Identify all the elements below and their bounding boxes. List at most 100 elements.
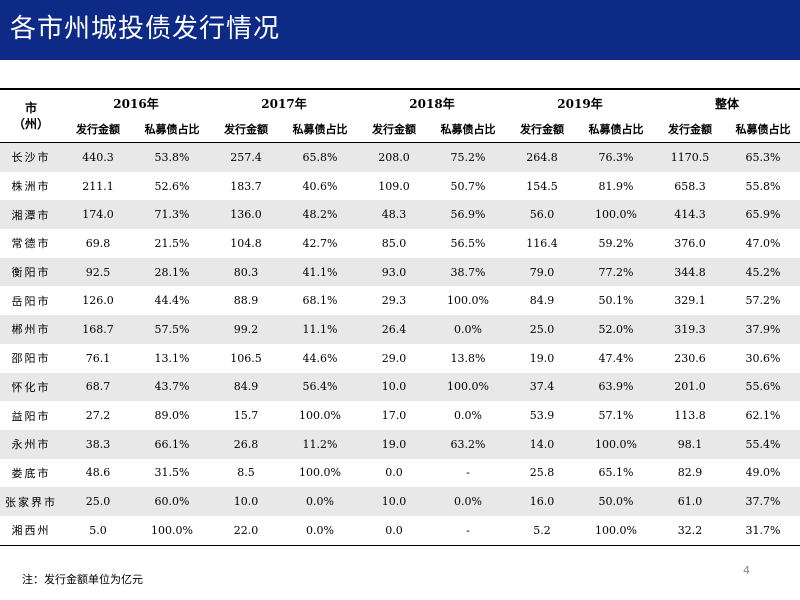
page-number: 4 [743,564,750,577]
year-header: 2017年 [210,88,358,116]
amount-cell: 22.0 [210,515,282,546]
private-ratio-cell: 52.6% [134,171,210,201]
title-bar: 各市州城投债发行情况 [0,0,800,60]
private-ratio-cell: 57.5% [134,315,210,344]
amount-cell: 109.0 [358,171,430,201]
amount-cell: 5.2 [506,515,578,546]
year-header: 2019年 [506,88,654,116]
private-ratio-header: 私募债占比 [134,116,210,143]
private-ratio-cell: 42.7% [282,229,358,258]
amount-cell: 174.0 [62,200,134,230]
amount-cell: 113.8 [654,401,726,430]
private-ratio-cell: 11.2% [282,429,358,459]
city-cell: 益阳市 [0,401,62,430]
amount-cell: 208.0 [358,142,430,172]
private-ratio-cell: 43.7% [134,372,210,402]
amount-cell: 10.0 [358,487,430,516]
city-cell: 娄底市 [0,458,62,488]
table-row: 常德市 69.8 21.5% 104.8 42.7% 85.0 56.5% 116.4 59.2… [0,229,800,258]
private-ratio-cell: 47.0% [726,229,800,258]
private-ratio-header: 私募债占比 [282,116,358,143]
private-ratio-cell: 0.0% [430,401,506,430]
amount-header: 发行金额 [62,116,134,143]
private-ratio-cell: 44.6% [282,343,358,373]
amount-cell: 8.5 [210,458,282,488]
private-ratio-cell: 21.5% [134,229,210,258]
private-ratio-cell: 56.4% [282,372,358,402]
private-ratio-cell: 77.2% [578,257,654,287]
private-ratio-cell: 100.0% [430,372,506,402]
private-ratio-cell: 100.0% [282,458,358,488]
amount-header: 发行金额 [210,116,282,143]
amount-cell: 106.5 [210,343,282,373]
amount-cell: 92.5 [62,257,134,287]
private-ratio-cell: 62.1% [726,401,800,430]
table-row: 郴州市 168.7 57.5% 99.2 11.1% 26.4 0.0% 25.0 52.0% 3… [0,315,800,344]
private-ratio-cell: 50.7% [430,171,506,201]
city-cell: 长沙市 [0,142,62,172]
amount-cell: 319.3 [654,315,726,344]
amount-cell: 126.0 [62,286,134,316]
private-ratio-cell: 60.0% [134,487,210,516]
private-ratio-cell: 55.8% [726,171,800,201]
private-ratio-cell: 65.1% [578,458,654,488]
amount-cell: 53.9 [506,401,578,430]
private-ratio-cell: 49.0% [726,458,800,488]
private-ratio-cell: 76.3% [578,142,654,172]
table-row: 长沙市 440.3 53.8% 257.4 65.8% 208.0 75.2% 264.8 76… [0,142,800,172]
year-header-row: 市 （州） 2016年 2017年 2018年 2019年 整体 [0,88,800,143]
year-header: 2018年 [358,88,506,116]
table-row: 怀化市 68.7 43.7% 84.9 56.4% 10.0 100.0% 37.4 63.9%… [0,372,800,402]
amount-cell: 25.0 [506,315,578,344]
table-row: 永州市 38.3 66.1% 26.8 11.2% 19.0 63.2% 14.0 100.0%… [0,429,800,459]
city-cell: 湘西州 [0,515,62,546]
amount-header: 发行金额 [358,116,430,143]
amount-cell: 48.6 [62,458,134,488]
table-row: 张家界市 25.0 60.0% 10.0 0.0% 10.0 0.0% 16.0 50.0% 61… [0,487,800,516]
private-ratio-cell: 31.7% [726,515,800,546]
amount-cell: 257.4 [210,142,282,172]
amount-cell: 69.8 [62,229,134,258]
private-ratio-cell: 28.1% [134,257,210,287]
amount-cell: 19.0 [358,429,430,459]
private-ratio-cell: 65.9% [726,200,800,230]
private-ratio-cell: 65.8% [282,142,358,172]
amount-cell: 116.4 [506,229,578,258]
private-ratio-cell: 59.2% [578,229,654,258]
city-cell: 湘潭市 [0,200,62,230]
private-ratio-cell: 48.2% [282,200,358,230]
amount-cell: 84.9 [210,372,282,402]
private-ratio-cell: 55.6% [726,372,800,402]
private-ratio-cell: 63.2% [430,429,506,459]
amount-cell: 38.3 [62,429,134,459]
amount-cell: 26.8 [210,429,282,459]
private-ratio-cell: 0.0% [430,315,506,344]
private-ratio-cell: 81.9% [578,171,654,201]
private-ratio-cell: 100.0% [282,401,358,430]
amount-cell: 104.8 [210,229,282,258]
private-ratio-cell: 0.0% [430,487,506,516]
amount-cell: 201.0 [654,372,726,402]
table-row: 益阳市 27.2 89.0% 15.7 100.0% 17.0 0.0% 53.9 57.1% 1… [0,401,800,430]
private-ratio-cell: 56.5% [430,229,506,258]
private-ratio-cell: 47.4% [578,343,654,373]
amount-cell: 5.0 [62,515,134,546]
amount-cell: 99.2 [210,315,282,344]
table-row: 株洲市 211.1 52.6% 183.7 40.6% 109.0 50.7% 154.5 81… [0,171,800,201]
table-row: 岳阳市 126.0 44.4% 88.9 68.1% 29.3 100.0% 84.9 50.1… [0,286,800,316]
amount-cell: 230.6 [654,343,726,373]
sub-header-row: 发行金额 私募债占比 发行金额 私募债占比 发行金额 私募债占比 发行金额 私募… [0,116,800,143]
amount-cell: 183.7 [210,171,282,201]
total-header: 整体 [654,88,800,116]
city-column-header: 市 （州） [0,88,62,143]
private-ratio-cell: 100.0% [430,286,506,316]
amount-cell: 10.0 [210,487,282,516]
amount-cell: 84.9 [506,286,578,316]
amount-cell: 85.0 [358,229,430,258]
amount-cell: 19.0 [506,343,578,373]
table-body: 长沙市 440.3 53.8% 257.4 65.8% 208.0 75.2% 264.8 76… [0,142,800,546]
amount-cell: 37.4 [506,372,578,402]
amount-cell: 27.2 [62,401,134,430]
private-ratio-cell: 63.9% [578,372,654,402]
amount-cell: 211.1 [62,171,134,201]
